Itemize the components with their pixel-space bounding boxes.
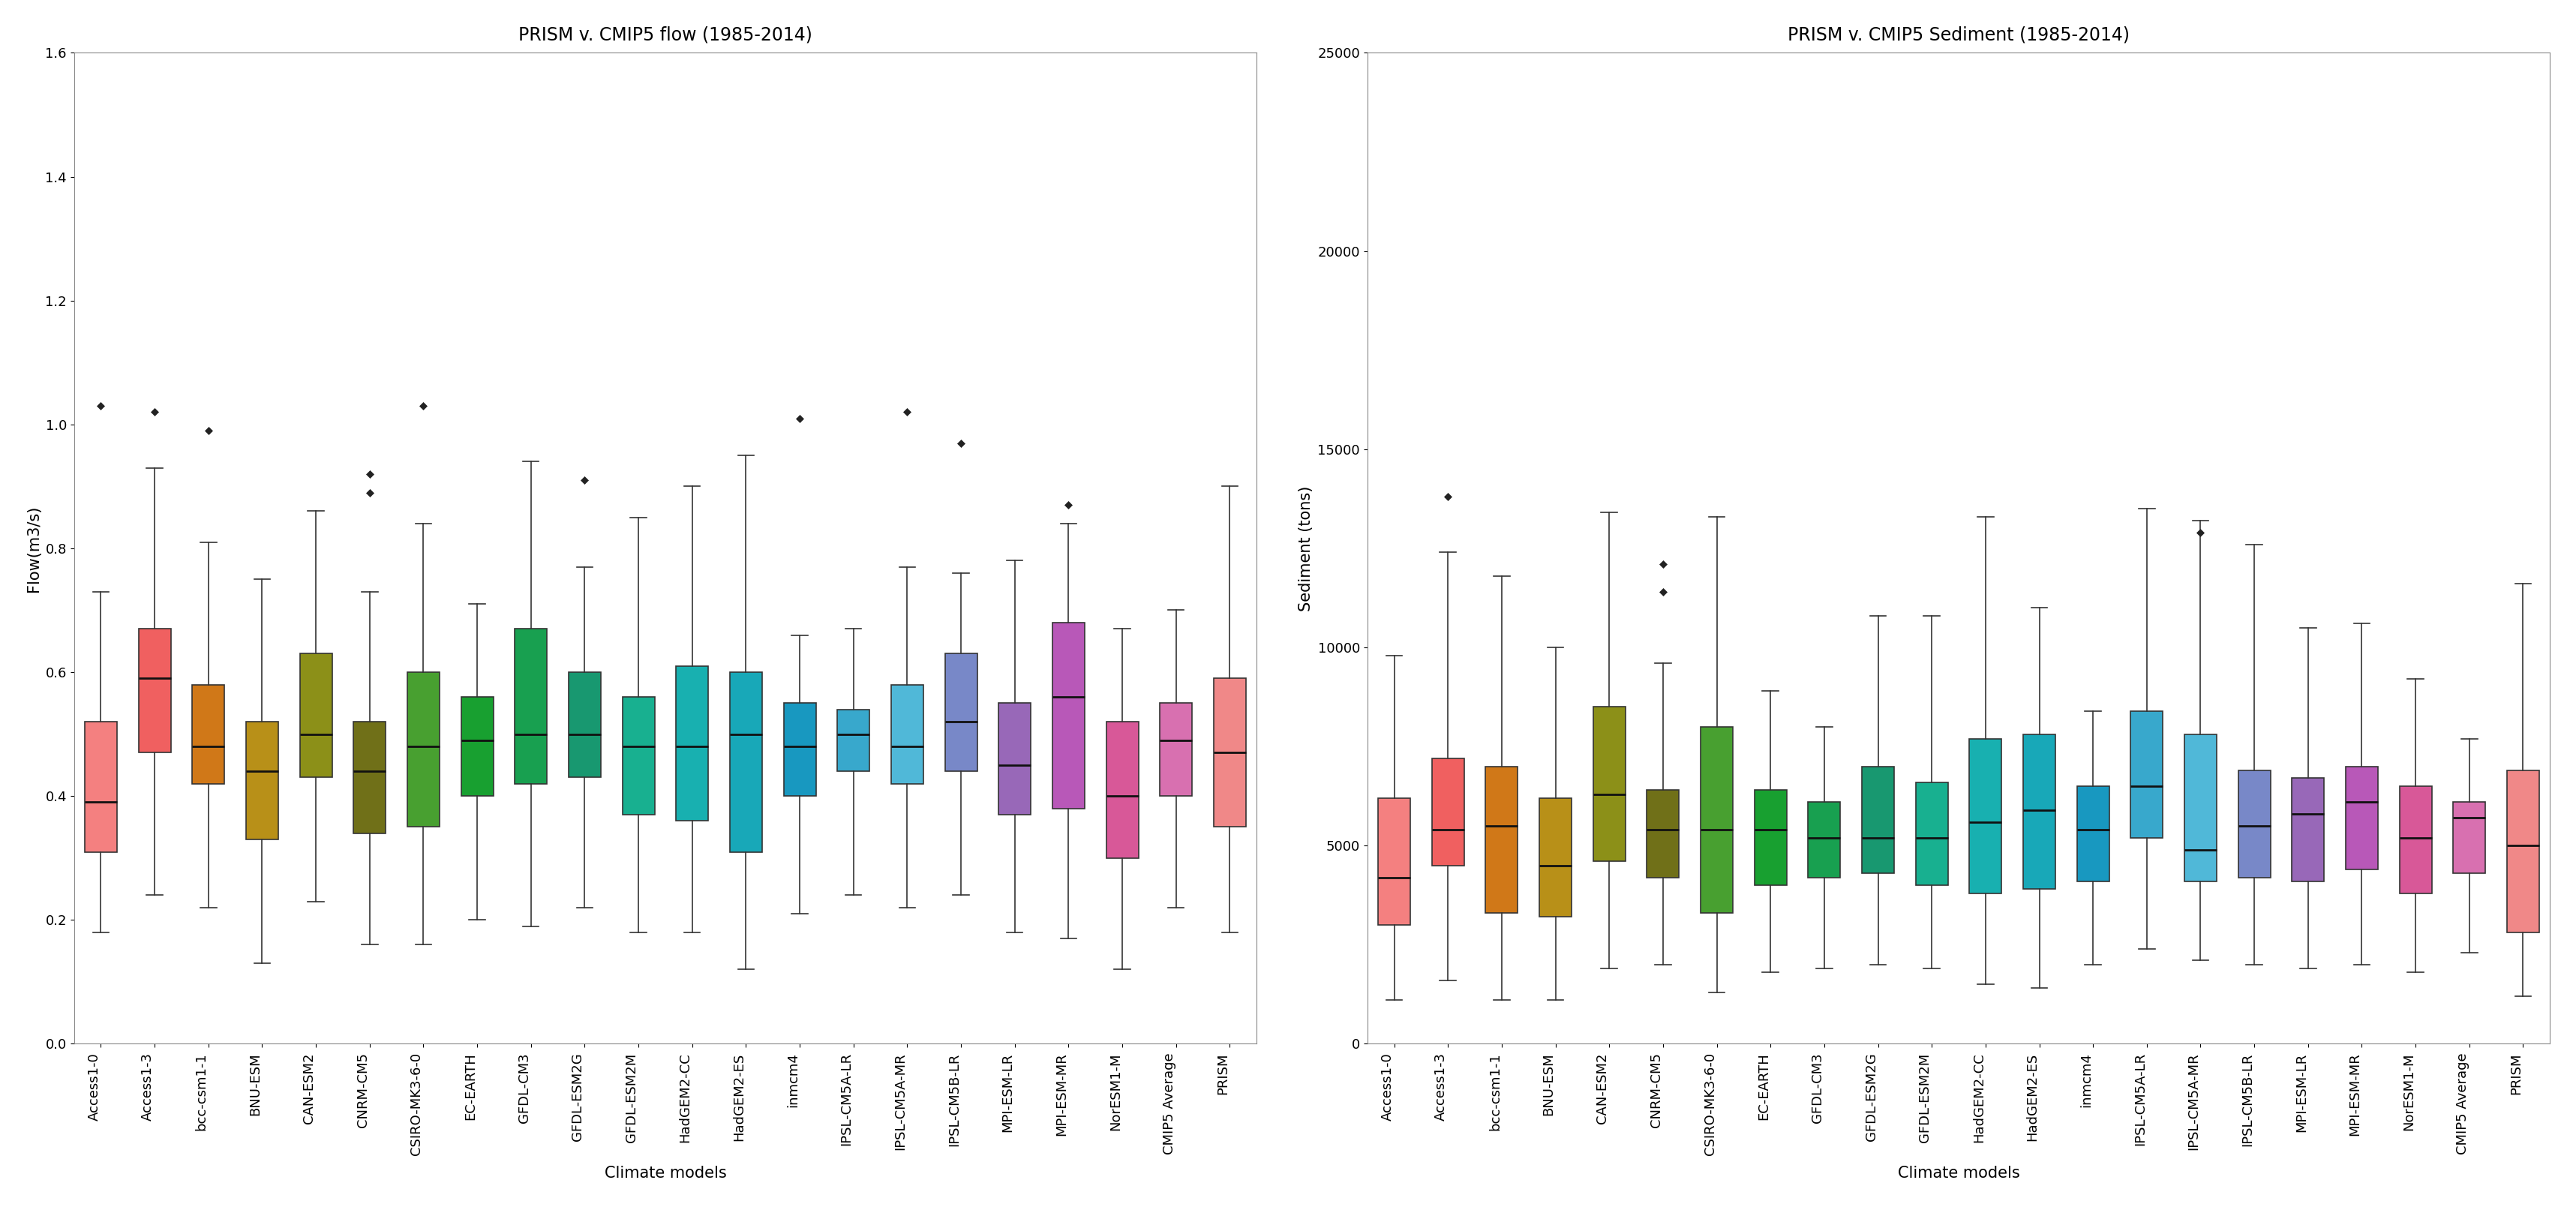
- Title: PRISM v. CMIP5 flow (1985-2014): PRISM v. CMIP5 flow (1985-2014): [518, 27, 811, 43]
- PathPatch shape: [675, 666, 708, 821]
- PathPatch shape: [1971, 739, 2002, 893]
- PathPatch shape: [729, 672, 762, 852]
- PathPatch shape: [1646, 791, 1680, 877]
- PathPatch shape: [245, 722, 278, 839]
- PathPatch shape: [2239, 770, 2269, 877]
- PathPatch shape: [139, 629, 170, 753]
- PathPatch shape: [353, 722, 386, 833]
- PathPatch shape: [407, 672, 440, 827]
- PathPatch shape: [515, 629, 546, 783]
- PathPatch shape: [2130, 711, 2164, 838]
- X-axis label: Climate models: Climate models: [1899, 1166, 2020, 1180]
- PathPatch shape: [1754, 791, 1788, 885]
- Title: PRISM v. CMIP5 Sediment (1985-2014): PRISM v. CMIP5 Sediment (1985-2014): [1788, 27, 2130, 43]
- PathPatch shape: [1432, 758, 1463, 865]
- PathPatch shape: [2506, 770, 2540, 933]
- PathPatch shape: [193, 684, 224, 783]
- PathPatch shape: [1808, 801, 1839, 877]
- PathPatch shape: [461, 696, 492, 797]
- PathPatch shape: [1159, 704, 1193, 797]
- PathPatch shape: [1213, 678, 1247, 827]
- PathPatch shape: [891, 684, 922, 783]
- Y-axis label: Sediment (tons): Sediment (tons): [1298, 485, 1314, 611]
- PathPatch shape: [1486, 766, 1517, 912]
- X-axis label: Climate models: Climate models: [605, 1166, 726, 1180]
- PathPatch shape: [837, 710, 871, 771]
- PathPatch shape: [1862, 766, 1893, 874]
- PathPatch shape: [1917, 782, 1947, 885]
- PathPatch shape: [2347, 766, 2378, 869]
- PathPatch shape: [2398, 786, 2432, 893]
- PathPatch shape: [623, 696, 654, 815]
- PathPatch shape: [85, 722, 116, 852]
- PathPatch shape: [945, 654, 976, 771]
- PathPatch shape: [569, 672, 600, 777]
- PathPatch shape: [2184, 735, 2218, 881]
- PathPatch shape: [2452, 801, 2486, 874]
- Y-axis label: Flow(m3/s): Flow(m3/s): [26, 505, 41, 591]
- PathPatch shape: [2022, 735, 2056, 890]
- PathPatch shape: [783, 704, 817, 797]
- PathPatch shape: [1700, 727, 1734, 912]
- PathPatch shape: [299, 654, 332, 777]
- PathPatch shape: [2076, 786, 2110, 881]
- PathPatch shape: [2293, 779, 2324, 881]
- PathPatch shape: [999, 704, 1030, 815]
- PathPatch shape: [1592, 707, 1625, 862]
- PathPatch shape: [1540, 798, 1571, 917]
- PathPatch shape: [1105, 722, 1139, 858]
- PathPatch shape: [1378, 798, 1409, 925]
- PathPatch shape: [1054, 623, 1084, 809]
